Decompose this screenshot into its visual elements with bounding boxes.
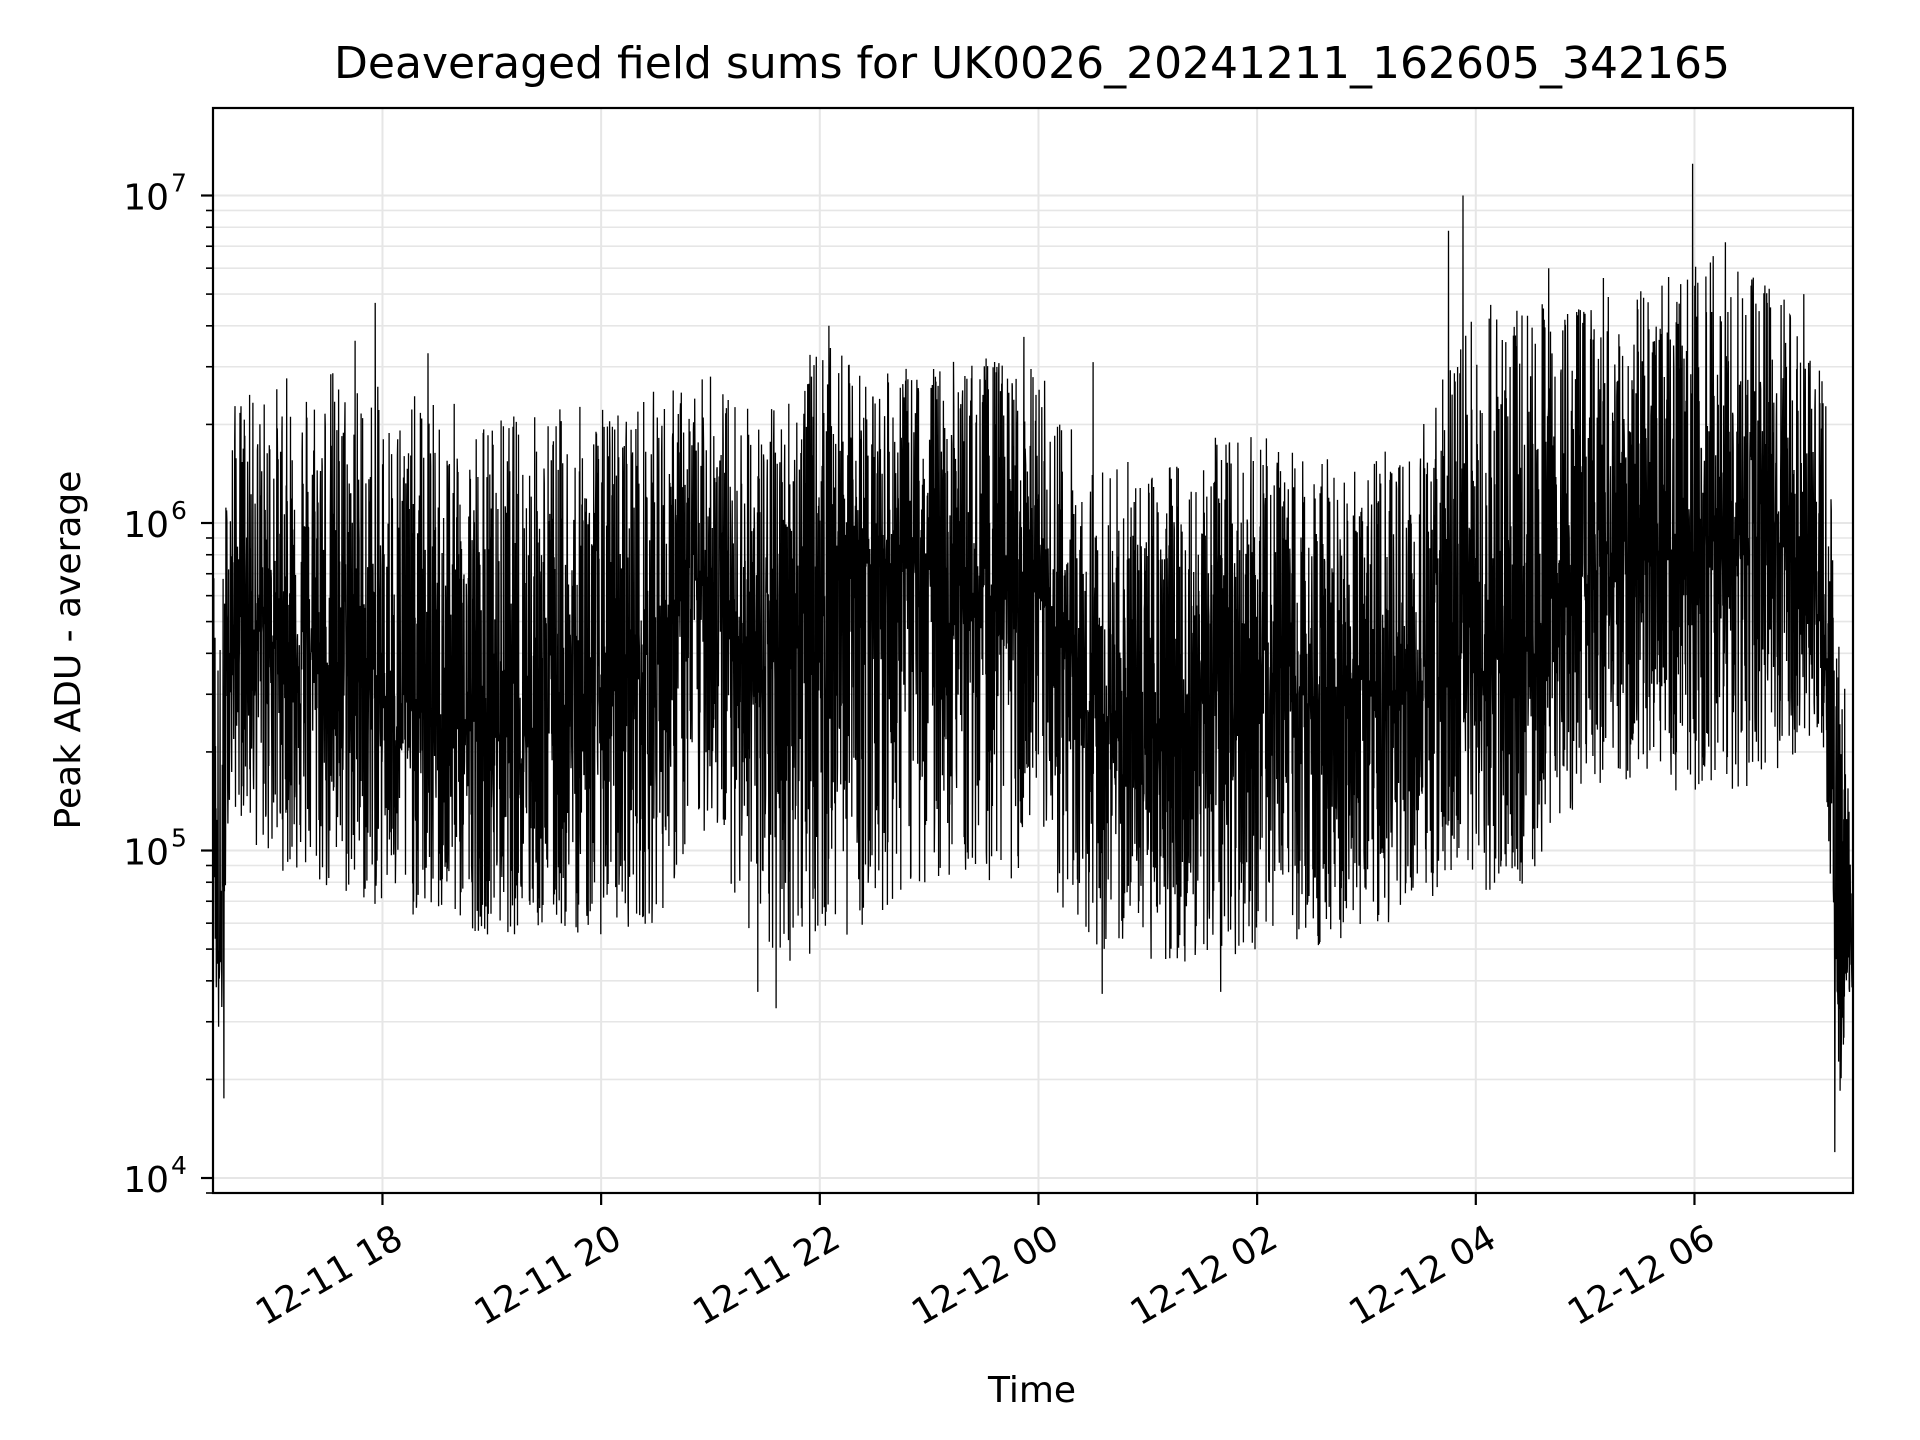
y-tick-label: 10 — [123, 1160, 169, 1201]
data-series — [212, 163, 1854, 1153]
plot-frame — [211, 106, 1855, 1195]
y-tick-exponent: 6 — [171, 496, 187, 525]
y-axis-label: Peak ADU - average — [48, 471, 89, 830]
y-tick-label: 10 — [123, 833, 169, 874]
chart-title: Deaveraged field sums for UK0026_2024121… — [334, 38, 1730, 89]
x-axis-label: Time — [987, 1370, 1076, 1411]
y-tick-exponent: 5 — [171, 824, 187, 853]
series-line — [212, 163, 1854, 1153]
y-tick-exponent: 7 — [171, 169, 187, 198]
y-tick-label: 10 — [123, 505, 169, 546]
y-tick-exponent: 4 — [171, 1151, 187, 1180]
y-tick-label: 10 — [123, 178, 169, 219]
